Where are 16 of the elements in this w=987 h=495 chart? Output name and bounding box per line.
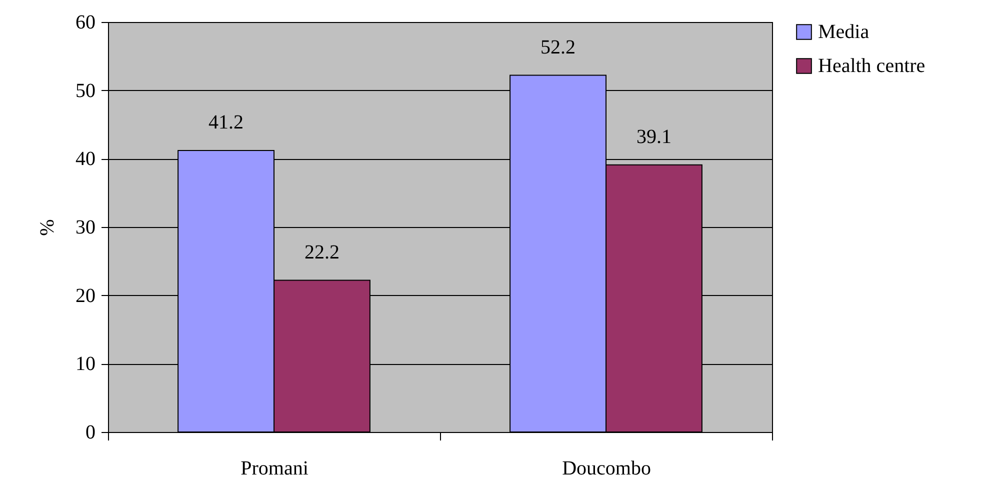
y-tick-label: 60 — [76, 12, 96, 34]
y-axis-title: % — [36, 219, 58, 236]
y-tick-label: 30 — [76, 216, 96, 238]
data-label: 22.2 — [304, 241, 340, 264]
legend-label: Health centre — [818, 55, 926, 77]
data-label: 39.1 — [636, 126, 672, 148]
data-label: 41.2 — [208, 111, 244, 134]
y-tick-label: 20 — [76, 284, 96, 307]
y-tick-label: 0 — [86, 422, 96, 444]
y-tick-label: 10 — [76, 353, 96, 376]
y-tick-label: 50 — [76, 80, 96, 102]
legend-label: Media — [818, 21, 870, 43]
x-tick-label: Promani — [240, 458, 309, 480]
data-label: 52.2 — [540, 36, 576, 58]
x-tick-label: Doucombo — [562, 458, 651, 480]
y-tick-label: 40 — [76, 148, 96, 170]
